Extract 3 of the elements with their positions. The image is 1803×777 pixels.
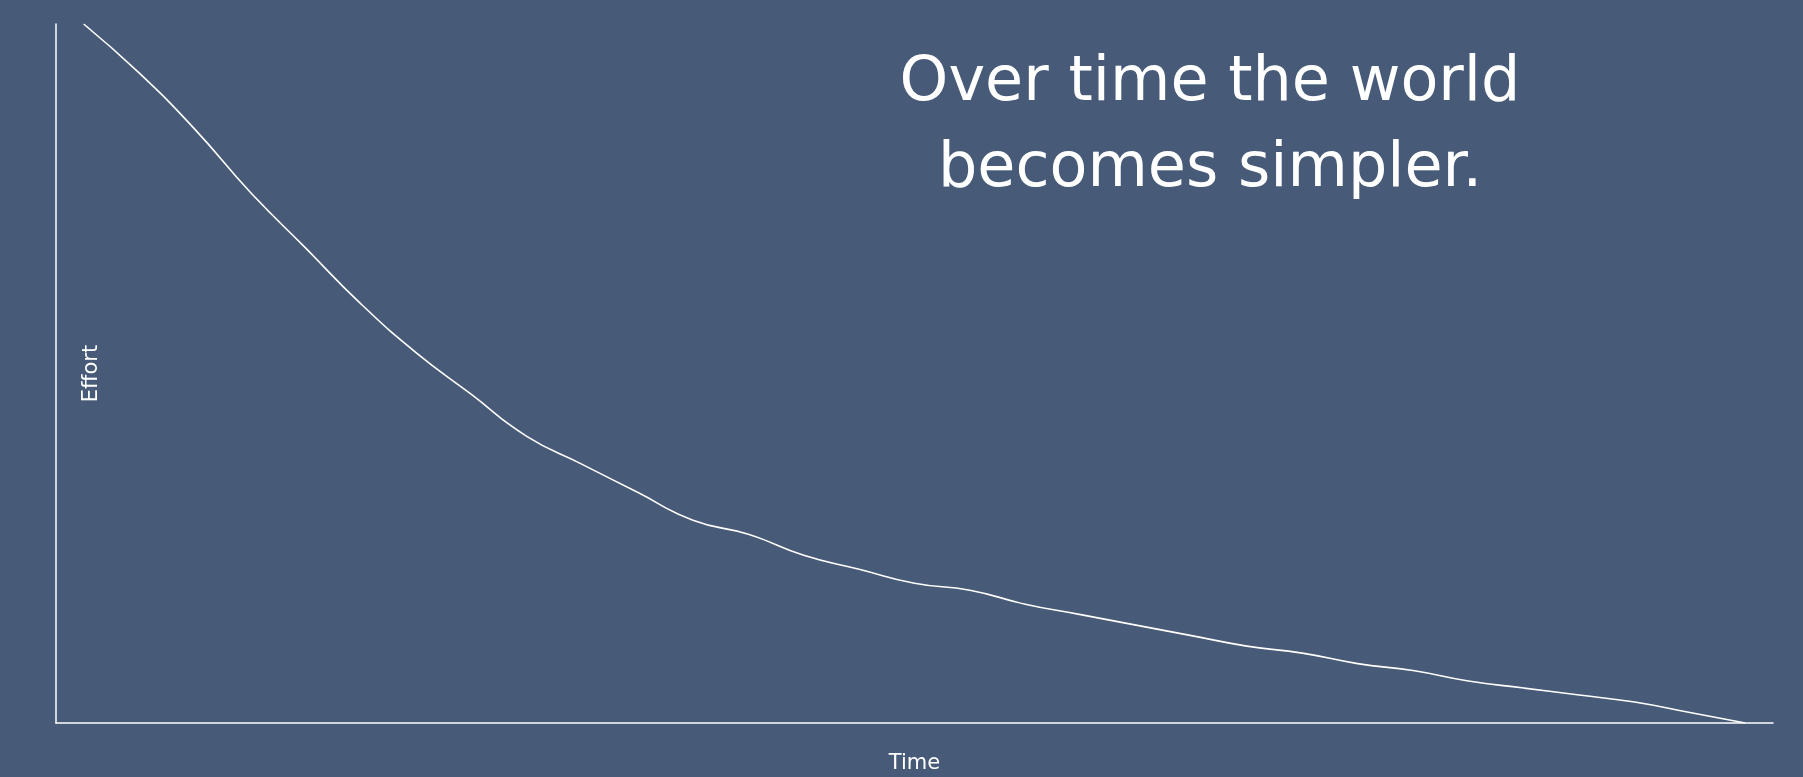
text: Over time the world becomes simpler. xyxy=(899,41,1521,201)
x-axis-title: Time xyxy=(887,749,941,774)
y-axis-title: Effort xyxy=(77,344,102,403)
